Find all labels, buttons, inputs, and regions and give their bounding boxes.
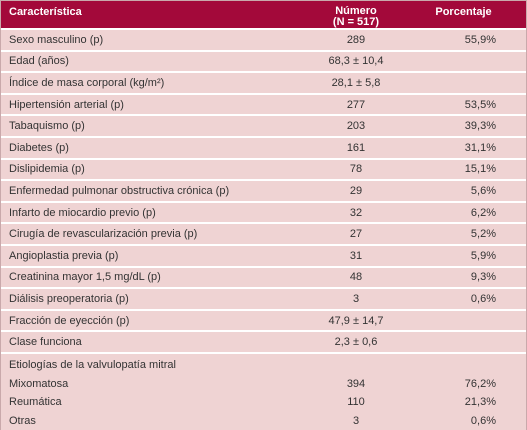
table-cell: 32 [349, 206, 363, 219]
table-body: Sexo masculino (p) 289 55,9% Edad (años) 68,… [1, 30, 526, 430]
table-row: Clase funciona 2,3 ± 0,6 [1, 332, 526, 354]
table-cell: 5,6% [470, 184, 496, 197]
table-cell: Tabaquismo (p) [9, 120, 85, 133]
table-cell: 31,1% [464, 141, 496, 154]
table-cell: Índice de masa corporal (kg/m²) [9, 76, 165, 89]
table-row: Sexo masculino (p) 289 55,9% [1, 30, 526, 52]
table-cell: Enfermedad pulmonar obstructiva crónica … [9, 184, 230, 197]
table-cell: 68,3 ± 10,4 [328, 55, 384, 68]
table-cell: 29 [349, 184, 363, 197]
table-row: Creatinina mayor 1,5 mg/dL (p) 48 9,3% [1, 267, 526, 290]
table-cell: 78 [349, 163, 363, 176]
table-cell: 110 [347, 396, 365, 409]
table-row: Tabaquismo (p) 203 39,3% [1, 116, 526, 138]
table-cell: 39,3% [464, 120, 496, 133]
table-row: Mixomatosa 394 76,2% [1, 374, 526, 393]
table-cell: 277 [346, 98, 366, 111]
table-cell: 55,9% [464, 33, 496, 46]
table-cell: 289 [346, 33, 366, 46]
table-cell: 27 [349, 228, 363, 241]
table-row: Dislipidemia (p) 78 15,1% [1, 159, 526, 182]
table-cell: 2,3 ± 0,6 [334, 336, 378, 349]
table-cell: 5,2% [470, 228, 496, 241]
table-cell: Cirugía de revascularización previa (p) [9, 228, 198, 241]
table-cell: 3 [352, 414, 360, 427]
table-cell: Otras [9, 414, 36, 427]
table-cell: Fracción de eyección (p) [9, 314, 130, 327]
table-cell: Creatinina mayor 1,5 mg/dL (p) [9, 271, 161, 284]
table-cell: 9,3% [470, 271, 496, 284]
table-cell: Angioplastia previa (p) [9, 249, 119, 262]
header-cell: Número (N = 517) [301, 1, 411, 28]
table-cell: 21,3% [464, 396, 496, 409]
table-cell: 76,2% [464, 377, 496, 390]
table-cell: 3 [352, 292, 360, 305]
header-text: Número [335, 5, 377, 17]
table-cell: Hipertensión arterial (p) [9, 98, 124, 111]
table-group: Etiologías de la valvulopatía mitral Mixo… [1, 353, 526, 430]
table-cell: 31 [349, 249, 363, 262]
table-row: Reumática 110 21,3% [1, 393, 526, 412]
table-cell: Dislipidemia (p) [9, 163, 85, 176]
table-row: Cirugía de revascularización previa (p) 2… [1, 224, 526, 246]
group-title-row: Etiologías de la valvulopatía mitral [1, 356, 526, 375]
table-cell: Mixomatosa [9, 377, 69, 390]
table-cell: 53,5% [464, 98, 496, 111]
table-cell: Edad (años) [9, 55, 69, 68]
table-cell: Sexo masculino (p) [9, 33, 104, 46]
table-cell: 47,9 ± 14,7 [328, 314, 384, 327]
table-cell: Infarto de miocardio previo (p) [9, 206, 156, 219]
table-cell: Clase funciona [9, 336, 82, 349]
table-row: Índice de masa corporal (kg/m²) 28,1 ± 5,… [1, 73, 526, 95]
table-cell: 28,1 ± 5,8 [331, 76, 381, 89]
table-cell: 0,6% [470, 414, 496, 427]
table-cell: 5,9% [470, 249, 496, 262]
table-row: Hipertensión arterial (p) 277 53,5% [1, 94, 526, 117]
table-cell: Reumática [9, 396, 62, 409]
group-title: Etiologías de la valvulopatía mitral [9, 359, 176, 372]
header-cell: Característica [9, 6, 82, 18]
table-cell: 203 [346, 120, 366, 133]
table-row: Diabetes (p) 161 31,1% [1, 137, 526, 160]
table-cell: 6,2% [470, 206, 496, 219]
table-cell: 0,6% [470, 292, 496, 305]
table-row: Infarto de miocardio previo (p) 32 6,2% [1, 202, 526, 225]
table-row: Edad (años) 68,3 ± 10,4 [1, 51, 526, 74]
table-row: Diálisis preoperatoria (p) 3 0,6% [1, 289, 526, 311]
table-row: Angioplastia previa (p) 31 5,9% [1, 245, 526, 268]
table-cell: 394 [346, 377, 366, 390]
header-text: (N = 517) [332, 16, 380, 28]
table-row: Otras 3 0,6% [1, 411, 526, 430]
table-row: Fracción de eyección (p) 47,9 ± 14,7 [1, 310, 526, 333]
table-cell: Diabetes (p) [9, 141, 69, 154]
table-cell: 48 [349, 271, 363, 284]
table-row: Enfermedad pulmonar obstructiva crónica … [1, 181, 526, 203]
header-cell: Porcentaje [435, 6, 492, 18]
table-cell: 161 [346, 141, 366, 154]
table-cell: 15,1% [464, 163, 496, 176]
table-cell: Diálisis preoperatoria (p) [9, 292, 129, 305]
table-header: Característica Número (N = 517) Porcenta… [1, 1, 526, 30]
